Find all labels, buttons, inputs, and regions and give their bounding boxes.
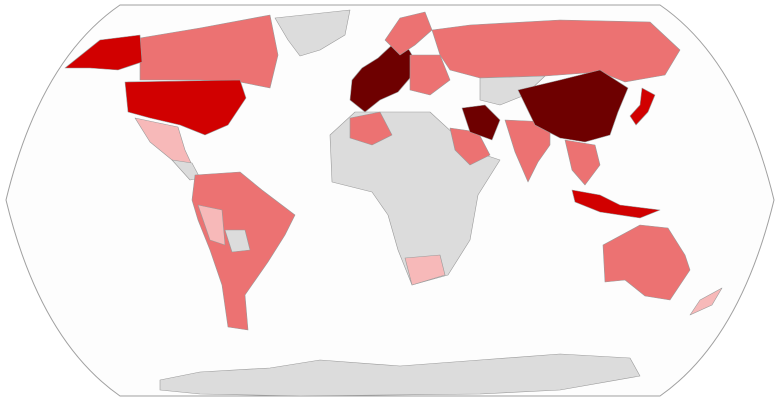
greenland <box>274 9 351 57</box>
australia <box>602 224 691 301</box>
china <box>517 69 629 143</box>
indonesia <box>571 189 661 219</box>
new-zealand <box>689 287 723 316</box>
south-africa <box>404 254 446 286</box>
alaska <box>64 34 143 71</box>
southeast-asia <box>564 139 601 186</box>
central-asia <box>479 75 546 106</box>
iran <box>461 104 501 141</box>
antarctica <box>159 353 641 397</box>
eastern-europe <box>409 54 451 96</box>
africa <box>329 111 501 286</box>
japan <box>629 87 656 126</box>
bolivia <box>224 229 251 253</box>
peru <box>197 204 226 246</box>
north-africa-west <box>349 111 393 146</box>
russia <box>431 19 681 83</box>
canada <box>139 14 279 89</box>
united-states <box>124 79 247 136</box>
